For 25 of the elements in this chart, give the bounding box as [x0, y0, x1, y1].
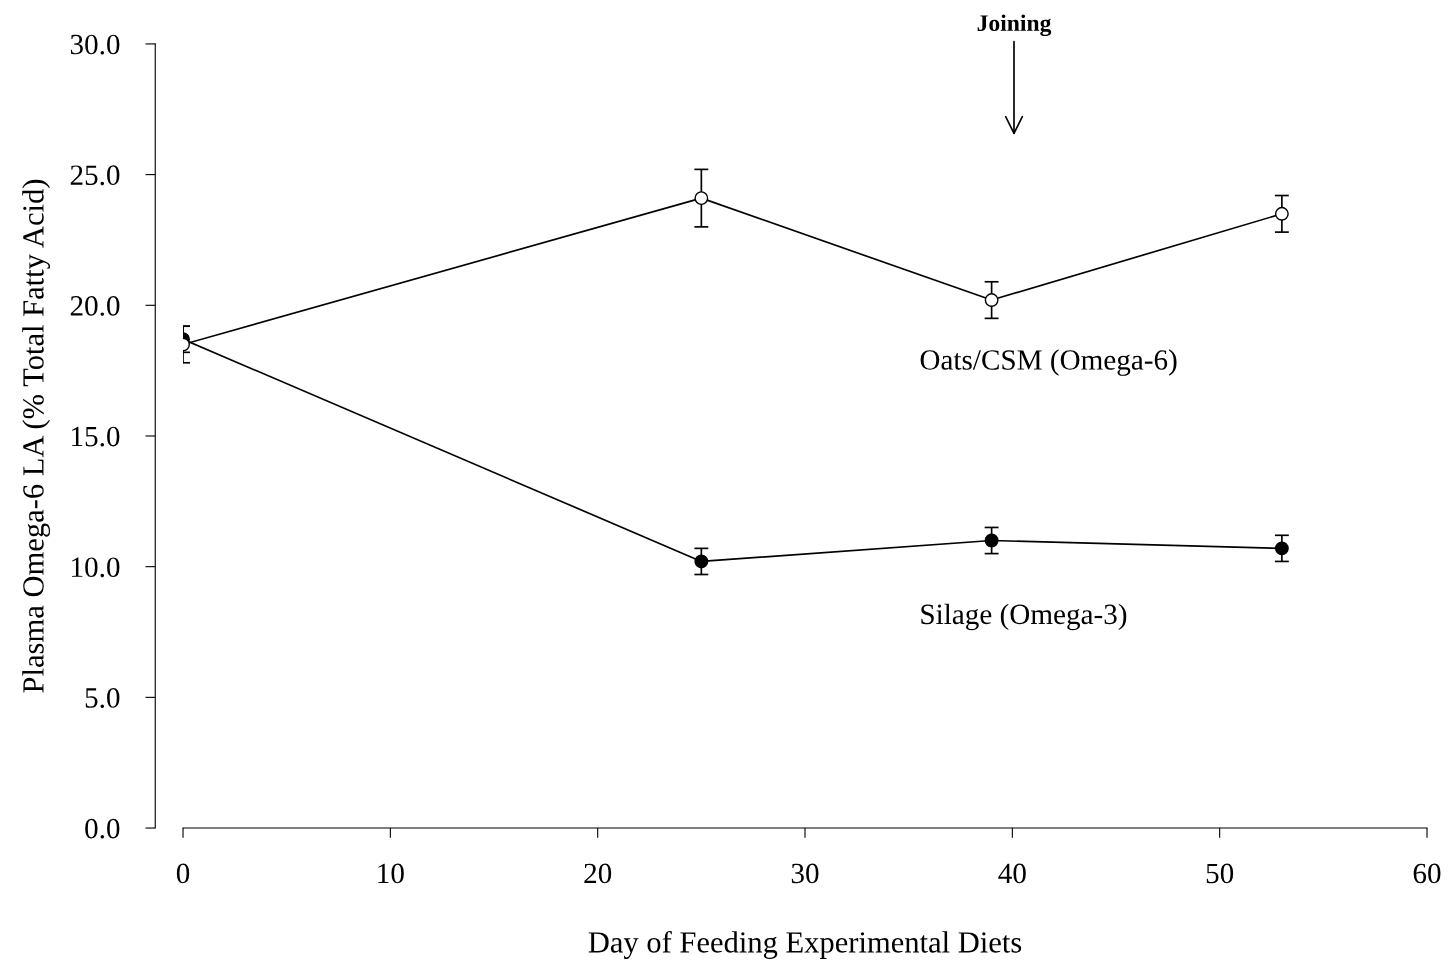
series-label: Silage (Omega-3)	[921, 603, 1127, 631]
y-tick-label: 25.0	[70, 165, 120, 186]
point	[984, 533, 999, 548]
y-tick-label: 5.0	[85, 688, 120, 708]
y-axis-title: Plasma Omega-6 LA (% Total Fatty Acid)	[22, 179, 51, 693]
y-tick-label: 10.0	[72, 557, 120, 578]
y-tick-label: 15.0	[72, 426, 120, 447]
point	[694, 554, 709, 569]
x-tick-label: 20	[584, 863, 612, 884]
point	[1274, 206, 1289, 221]
x-tick-label: 10	[378, 863, 404, 884]
x-tick-label: 50	[1206, 863, 1234, 884]
x-tick-label: 40	[998, 863, 1026, 884]
text: Joining	[977, 14, 1052, 37]
point	[1274, 541, 1289, 556]
point	[984, 293, 999, 308]
text: Oats/CSM (Omega-6)	[920, 349, 1177, 376]
y-tick-label: 30.0	[70, 34, 120, 55]
x-tick-label: 60	[1413, 863, 1441, 884]
point	[694, 191, 709, 206]
y-tick-label: 0.0	[85, 818, 120, 839]
y-tick-label: 20.0	[70, 296, 120, 316]
x-axis-title: Day of Feeding Experimental Diets	[588, 930, 1022, 959]
x-tick-label: 0	[176, 863, 190, 884]
x-tick-label: 30	[791, 863, 819, 884]
